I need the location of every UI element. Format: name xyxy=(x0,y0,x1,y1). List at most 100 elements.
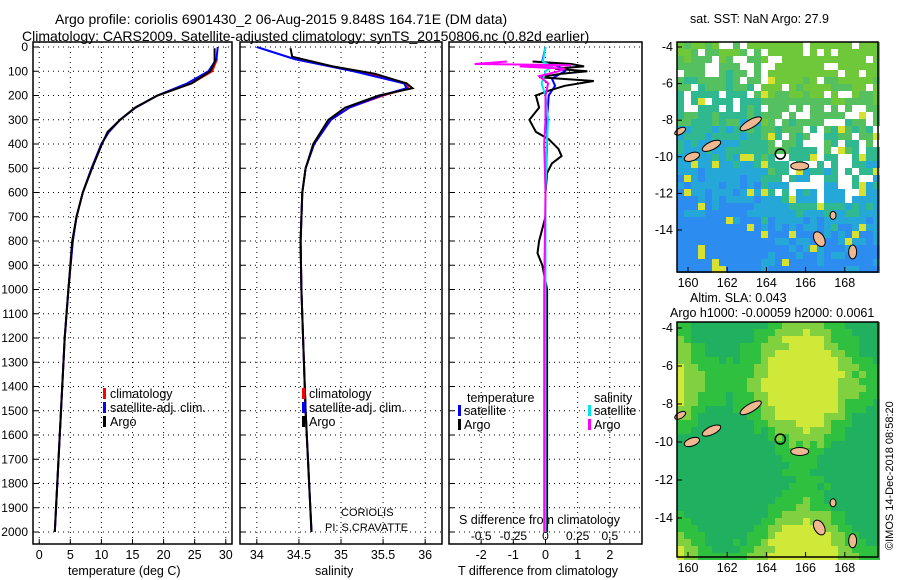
map-cell xyxy=(873,42,880,49)
map-cell xyxy=(796,427,803,434)
map-cell xyxy=(698,406,705,413)
map-cell xyxy=(677,392,684,399)
map-cell xyxy=(691,133,698,140)
map-cell xyxy=(789,175,796,182)
map-cell xyxy=(719,434,726,441)
legend-swatch xyxy=(588,419,591,430)
map-cell xyxy=(866,385,873,392)
map-cell xyxy=(782,98,789,105)
map-cell xyxy=(705,266,712,273)
map-cell xyxy=(782,70,789,77)
x-tick-label: 30 xyxy=(219,548,233,562)
lon-tick-label: 166 xyxy=(795,561,816,575)
depth-tick-label: 1300 xyxy=(1,355,28,369)
map-cell xyxy=(831,231,838,238)
map-cell xyxy=(747,490,754,497)
map-cell xyxy=(796,224,803,231)
map-cell xyxy=(789,203,796,210)
map-cell xyxy=(824,70,831,77)
map-cell xyxy=(691,322,698,329)
map-cell xyxy=(859,252,866,259)
map-cell xyxy=(740,210,747,217)
map-cell xyxy=(705,49,712,56)
map-cell xyxy=(761,448,768,455)
map-cell xyxy=(817,112,824,119)
map-cell xyxy=(719,56,726,63)
series-line-climatology xyxy=(53,58,219,533)
map-cell xyxy=(733,476,740,483)
map-cell xyxy=(873,511,880,518)
map-cell xyxy=(803,329,810,336)
map-cell xyxy=(810,91,817,98)
map-cell xyxy=(782,371,789,378)
map-cell xyxy=(712,245,719,252)
map-cell xyxy=(747,98,754,105)
map-cell xyxy=(782,385,789,392)
map-cell xyxy=(726,154,733,161)
map-cell xyxy=(796,119,803,126)
depth-tick-label: 2000 xyxy=(1,525,28,539)
map-cell xyxy=(677,154,684,161)
map-cell xyxy=(796,154,803,161)
map-cell xyxy=(684,525,691,532)
map-cell xyxy=(831,196,838,203)
map2-title: Altim. SLA: 0.043 xyxy=(690,291,787,305)
map-cell xyxy=(824,238,831,245)
map-cell xyxy=(768,266,775,273)
map-cell xyxy=(705,364,712,371)
map-cell xyxy=(712,161,719,168)
map-cell xyxy=(684,483,691,490)
map-cell xyxy=(873,427,880,434)
map-cell xyxy=(726,364,733,371)
map-cell xyxy=(782,350,789,357)
map-cell xyxy=(775,238,782,245)
map-cell xyxy=(845,336,852,343)
map-cell xyxy=(838,483,845,490)
map-cell xyxy=(824,140,831,147)
map-cell xyxy=(817,532,824,539)
map-cell xyxy=(852,49,859,56)
map-cell xyxy=(733,224,740,231)
map-cell xyxy=(712,469,719,476)
map-cell xyxy=(719,476,726,483)
map-cell xyxy=(810,196,817,203)
map-cell xyxy=(726,357,733,364)
map-cell xyxy=(712,133,719,140)
map-cell xyxy=(684,532,691,539)
map-cell xyxy=(684,189,691,196)
map-cell xyxy=(845,525,852,532)
map-cell xyxy=(740,462,747,469)
map-cell xyxy=(691,427,698,434)
map-cell xyxy=(754,238,761,245)
map-cell xyxy=(684,343,691,350)
map-cell xyxy=(712,196,719,203)
map-cell xyxy=(859,91,866,98)
map-cell xyxy=(733,511,740,518)
island xyxy=(829,498,837,508)
map-cell xyxy=(824,392,831,399)
map-cell xyxy=(733,238,740,245)
map-cell xyxy=(726,448,733,455)
map-cell xyxy=(761,84,768,91)
legend-label: satellite-adj. clim. xyxy=(110,401,206,415)
map-cell xyxy=(789,70,796,77)
map-cell xyxy=(754,392,761,399)
map-cell xyxy=(866,329,873,336)
map-cell xyxy=(824,357,831,364)
map-cell xyxy=(768,42,775,49)
map-cell xyxy=(691,490,698,497)
map-cell xyxy=(754,147,761,154)
map-cell xyxy=(761,210,768,217)
map-cell xyxy=(782,490,789,497)
map-cell xyxy=(740,490,747,497)
map-cell xyxy=(684,175,691,182)
map-cell xyxy=(782,252,789,259)
map-cell xyxy=(824,518,831,525)
map-cell xyxy=(873,441,880,448)
map-cell xyxy=(803,504,810,511)
map-cell xyxy=(768,77,775,84)
map-cell xyxy=(677,182,684,189)
map-cell xyxy=(852,98,859,105)
map-cell xyxy=(824,525,831,532)
map-cell xyxy=(782,203,789,210)
